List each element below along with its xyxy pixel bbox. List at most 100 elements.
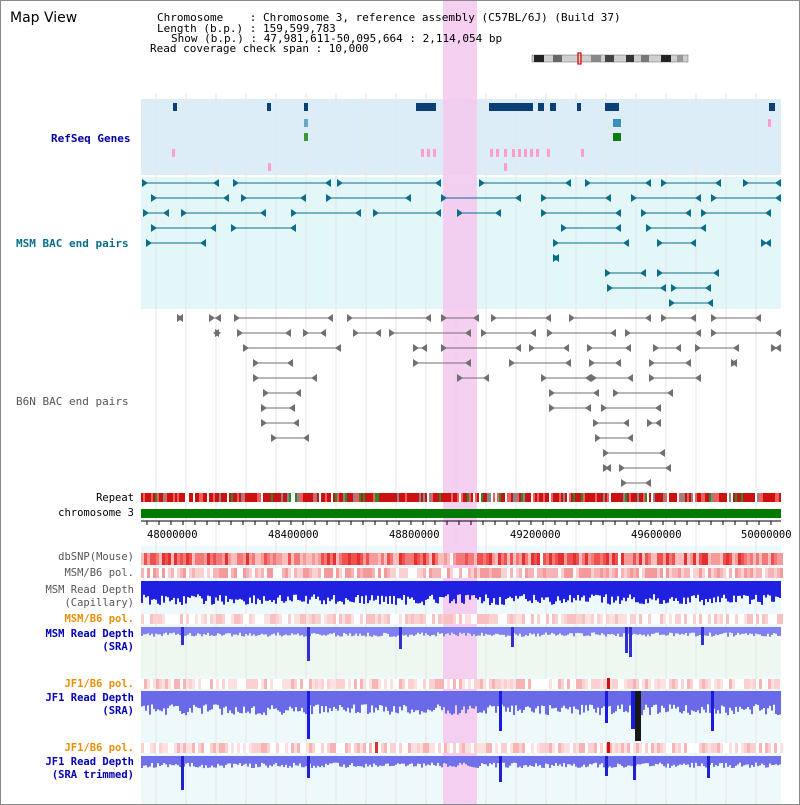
jf1-b6-pol-cell — [243, 743, 246, 753]
jf1-sra-depth — [681, 691, 683, 714]
repeat-segment — [481, 493, 483, 502]
msm-bac-pair-end — [290, 224, 296, 232]
jf1-b6-pol-cell — [738, 679, 741, 689]
msm-capillary-depth — [695, 581, 697, 599]
msm-b6-pol-cell — [219, 614, 222, 624]
jf1-trimmed-depth — [615, 756, 617, 768]
dbsnp-cell — [300, 553, 303, 565]
msm-sra-depth — [645, 627, 647, 637]
msm-bac-pair-end — [657, 239, 663, 247]
jf1-trimmed-depth — [467, 756, 469, 766]
dbsnp-cell — [429, 553, 432, 565]
jf1-trimmed-depth — [471, 756, 473, 767]
msm-capillary-depth — [371, 581, 373, 596]
msm-b6-pol-cell — [291, 614, 294, 624]
jf1-b6-pol-cell — [735, 743, 738, 753]
msm-sra-depth — [363, 627, 365, 636]
refseq-genes-label[interactable]: RefSeq Genes — [51, 132, 131, 145]
dbsnp-cell — [498, 553, 501, 565]
msm-sra-depth — [585, 627, 587, 636]
jf1-b6-pol-cell — [447, 743, 450, 753]
jf1-sra-depth — [755, 691, 757, 705]
msm-b6-pol-cell — [489, 568, 492, 578]
msm-b6-pol-cell — [288, 614, 291, 624]
jf1-b6-pol-cell — [294, 743, 297, 753]
msm-sra-depth — [699, 627, 701, 636]
msm-b6-pol-cell — [537, 568, 540, 578]
jf1-trimmed-depth — [417, 756, 419, 764]
msm-capillary-depth — [321, 581, 323, 605]
msm-capillary-depth — [661, 581, 663, 604]
jf1-b6-pol-cell — [774, 679, 777, 689]
jf1-b6-pol-cell — [570, 743, 573, 753]
jf1-b6-pol-cell — [546, 679, 549, 689]
msm-b6-pol-cell — [207, 614, 210, 624]
msm-b6-pol-cell — [444, 568, 447, 578]
msm-b6-pol-cell — [648, 614, 651, 624]
dbsnp-cell — [213, 553, 216, 565]
repeat-segment — [299, 493, 301, 502]
repeat-segment — [221, 493, 223, 502]
jf1-b6-pol-cell — [264, 743, 267, 753]
jf1-b6-pol-cell — [411, 743, 414, 753]
dbsnp-cell — [474, 553, 477, 565]
msm-sra-depth — [641, 627, 643, 636]
msm-b6-pol-cell — [255, 614, 258, 624]
jf1-trimmed-depth — [567, 756, 569, 765]
msm-b6-pol-cell — [540, 614, 543, 624]
jf1-trimmed-depth — [509, 756, 511, 766]
msm-capillary-depth — [245, 581, 247, 605]
jf1-b6-pol-cell — [228, 743, 231, 753]
msm-sra-depth — [329, 627, 331, 634]
msm-b6-pol-cell — [756, 614, 759, 624]
msm-b6-pol-cell — [546, 568, 549, 578]
msm-sra-depth — [775, 627, 777, 634]
msm-b6-pol-cell — [417, 614, 420, 624]
msm-b6-pol-cell — [732, 568, 735, 578]
jf1-b6-pol-cell — [177, 679, 180, 689]
jf1-b6-pol-cell — [270, 743, 273, 753]
refseq-gene — [267, 103, 271, 111]
dbsnp-cell — [486, 553, 489, 565]
repeat-segment — [433, 493, 435, 502]
msm-b6-pol-cell — [618, 568, 621, 578]
msm-sra-depth — [675, 627, 677, 634]
jf1-b6-pol-cell — [237, 743, 240, 753]
repeat-segment — [219, 493, 221, 502]
msm-bac-pair-end — [200, 239, 206, 247]
jf1-sra-depth — [449, 691, 451, 714]
msm-sra-depth — [297, 627, 299, 634]
dbsnp-cell — [159, 553, 162, 565]
jf1-trimmed-depth — [415, 756, 417, 767]
jf1-b6-pol-cell — [357, 743, 360, 753]
jf1-trimmed-depth — [221, 756, 223, 766]
repeat-segment — [731, 493, 733, 502]
jf1-b6-pol-cell — [678, 679, 681, 689]
msm-capillary-depth — [345, 581, 347, 599]
jf1-trimmed-depth — [483, 756, 485, 765]
msm-b6-pol-cell — [768, 568, 771, 578]
jf1-b6-pol-cell — [663, 679, 666, 689]
msm-capillary-depth — [433, 581, 435, 600]
jf1-b6-pol-cell — [213, 679, 216, 689]
jf1-trimmed-depth — [649, 756, 651, 767]
msm-b6-pol-cell — [711, 614, 714, 624]
msm-capillary-depth — [247, 581, 249, 605]
msm-b6-pol-cell — [654, 568, 657, 578]
dbsnp-cell — [771, 553, 774, 565]
jf1-b6-pol-cell — [276, 679, 279, 689]
msm-capillary-depth — [609, 581, 611, 605]
jf1-b6-pol-cell — [270, 679, 273, 689]
dbsnp-cell — [477, 553, 480, 565]
msm-sra-depth — [475, 627, 477, 637]
jf1-b6-pol-cell — [429, 743, 432, 753]
jf1-sra-depth — [629, 691, 631, 706]
jf1-b6-pol-cell — [408, 743, 411, 753]
msm-sra-depth — [481, 627, 483, 633]
msm-bac-label[interactable]: MSM BAC end pairs — [16, 237, 129, 250]
msm-bac-pair-end — [707, 299, 713, 307]
b6n-bac-label[interactable]: B6N BAC end pairs — [16, 395, 129, 408]
jf1-b6-pol-cell — [228, 679, 231, 689]
msm-b6-pol-cell — [603, 614, 606, 624]
